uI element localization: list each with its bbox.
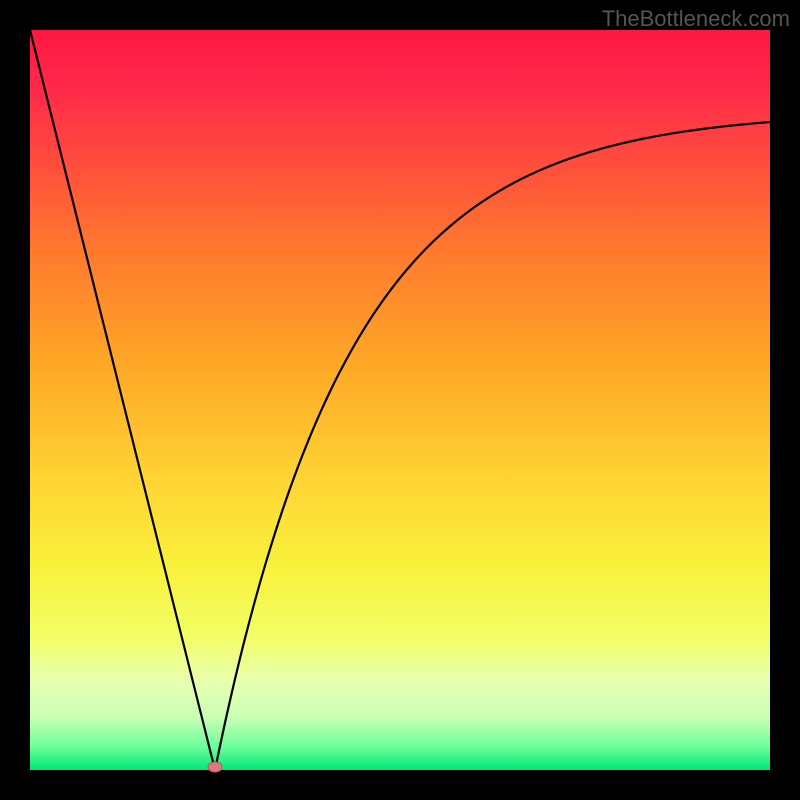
watermark-text: TheBottleneck.com bbox=[602, 6, 790, 32]
bottleneck-chart bbox=[0, 0, 800, 800]
chart-container: TheBottleneck.com bbox=[0, 0, 800, 800]
optimal-point-marker bbox=[208, 762, 222, 772]
plot-gradient-background bbox=[30, 30, 770, 770]
